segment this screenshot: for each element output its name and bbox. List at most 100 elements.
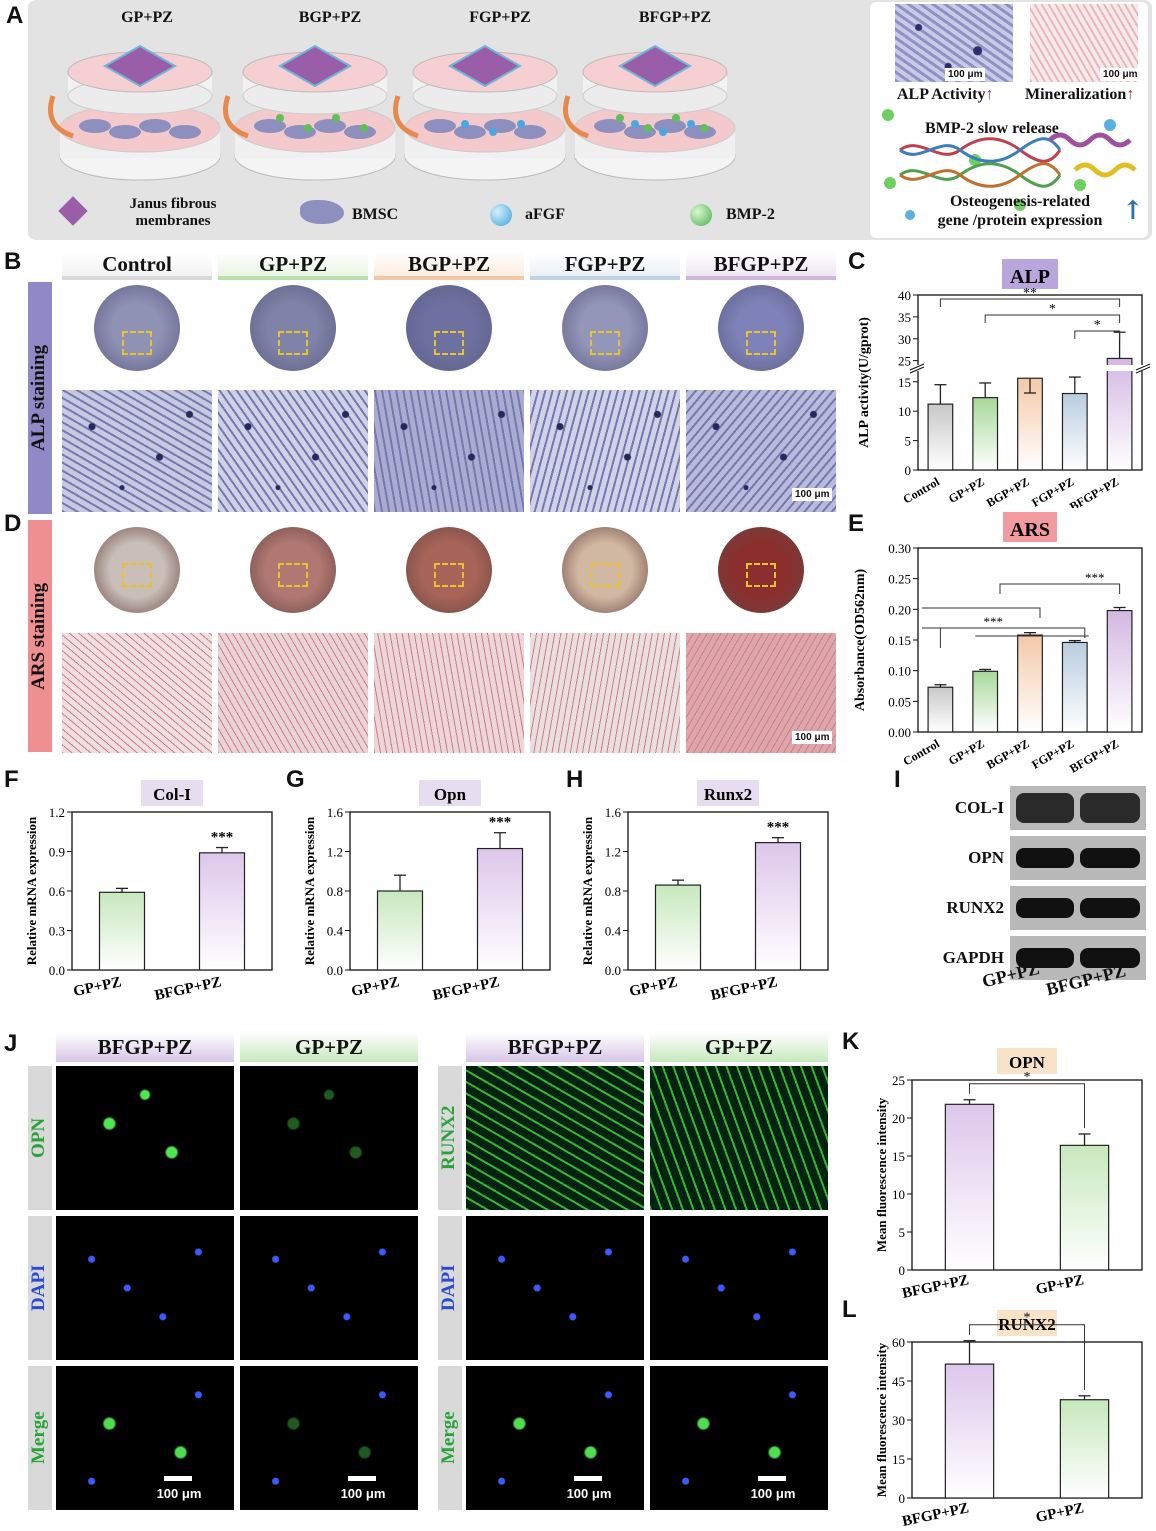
arrow-up-icon: ↑: [1126, 86, 1135, 103]
arrow-icon: [223, 95, 249, 139]
if-row-bar: [28, 1366, 52, 1510]
ars-staining-label: ARS staining: [28, 582, 49, 690]
significance-mark: *: [1024, 1311, 1031, 1326]
scale-bar-line: [574, 1476, 602, 1481]
band: [1080, 793, 1140, 823]
x-tick-label: GP+PZ: [1035, 1272, 1086, 1298]
alp-micrograph: [62, 390, 212, 512]
panel-label-d: D: [4, 510, 22, 537]
bar-GP+PZ: [972, 670, 999, 733]
y-tick-label: 60: [892, 1335, 905, 1350]
bar-FGP+PZ: [1061, 392, 1088, 471]
if-header: BFGP+PZ: [56, 1032, 234, 1062]
y-tick-label: 0.10: [888, 664, 911, 679]
x-tick-label: GP+PZ: [1035, 1500, 1086, 1526]
band-label-opn: OPN: [968, 848, 1004, 867]
bar-BFGP+PZ: [944, 1363, 995, 1499]
osteo-expression-label: Osteogenesis-related gene /protein expres…: [937, 193, 1103, 229]
bmsc-cell: [514, 125, 546, 139]
band: [1016, 898, 1074, 918]
ars-well: [718, 527, 804, 613]
x-tick-label: BFGP+PZ: [901, 1500, 971, 1528]
blot-strip: [1010, 936, 1146, 980]
transwell-4: [563, 44, 736, 181]
bar-GP+PZ: [1059, 1399, 1110, 1499]
bmsc-cell: [684, 125, 716, 139]
if-image-merge: [466, 1366, 644, 1510]
significance-bracket: [984, 314, 1121, 323]
scheme-group-4: BFGP+PZ: [638, 9, 712, 26]
stain-header-4: FGP+PZ: [530, 252, 680, 280]
x-tick-label: BFGP+PZ: [709, 974, 779, 1004]
scale-bar-line: [164, 1476, 192, 1481]
alp-well: [94, 285, 180, 371]
x-tick-label: BGP+PZ: [984, 736, 1032, 772]
alp-well: [250, 285, 336, 371]
if-image-dapi: [56, 1216, 234, 1360]
ars-micrograph: [62, 633, 212, 753]
panel-label-e: E: [848, 510, 865, 537]
ars-well: [562, 527, 648, 613]
janus-membrane: [102, 44, 178, 88]
y-tick-label: 0: [899, 1263, 906, 1278]
janus-membrane: [617, 44, 693, 88]
mineralization-label: Mineralization↑: [1025, 86, 1135, 103]
bmsc-cell: [169, 125, 201, 139]
band: [1080, 948, 1140, 968]
ars-scale-bar: 100 μm: [792, 731, 833, 744]
y-tick-label: 1.6: [327, 805, 344, 820]
mineral-thumbnail: [1030, 4, 1138, 82]
chart-title: OPN: [997, 1048, 1057, 1074]
significance-mark: ***: [767, 820, 790, 836]
if-row-bar: [438, 1366, 462, 1510]
y-tick-label: 0.6: [49, 884, 66, 899]
arrow-up-icon: ↑: [985, 86, 994, 103]
if-row-label: DAPI: [438, 1264, 459, 1312]
bar-BFGP+PZ: [754, 842, 802, 971]
band: [1016, 848, 1074, 868]
bmsc-cell: [344, 125, 376, 139]
zoom-box: [122, 331, 152, 355]
axes: 0.0 0.3 0.6 0.9 1.2 Relative mRNA expression: [24, 805, 273, 978]
arrow-icon: [563, 95, 589, 139]
axes: 0 5 10 15 25 30 35 40 ALP activity(U/gprot): [857, 288, 1143, 478]
axis-break: [912, 365, 1148, 371]
band: [1016, 793, 1074, 823]
significance-bracket: [939, 298, 1121, 307]
chart-title-text: ARS: [1010, 519, 1050, 541]
alp-thumb-scale: 100 μm: [945, 68, 986, 81]
y-tick-label: 0.0: [49, 963, 65, 978]
bmsc-cell: [109, 125, 141, 139]
if-row-bar: [438, 1066, 462, 1210]
x-tick-label: BFGP+PZ: [431, 974, 501, 1004]
mineral-thumb-scale: 100 μm: [1100, 68, 1141, 81]
significance-bracket: [969, 1324, 1085, 1390]
legend-bmsc-label: BMSC: [352, 206, 399, 223]
bar-Control: [927, 403, 954, 471]
zoom-box: [746, 563, 776, 587]
if-header: BFGP+PZ: [466, 1032, 644, 1062]
alp-well: [562, 285, 648, 371]
y-tick-label: 5: [905, 434, 912, 449]
panel-label-h: H: [566, 766, 584, 793]
arrow-icon: [393, 95, 419, 139]
band-label-runx2: RUNX2: [946, 898, 1004, 917]
chart-title: Col-I: [141, 780, 203, 806]
legend-bmp2-label: BMP-2: [726, 206, 775, 223]
alp-activity-chart: 0 5 10 15 25 30 35 40 ALP activity(U/gprot) ALP Co…: [857, 259, 1151, 508]
chart-title: Opn: [419, 780, 481, 806]
y-axis-label: ALP activity(U/gprot): [857, 317, 872, 448]
bmsc-cell: [594, 119, 626, 133]
dna-protein-illustration: [882, 109, 1137, 220]
significance-mark: ***: [489, 815, 512, 831]
blot-strip: [1010, 836, 1146, 880]
zoom-box: [590, 563, 620, 587]
legend-afgf-label: aFGF: [525, 206, 565, 223]
bmsc-cell: [139, 119, 171, 133]
bmsc-cell: [79, 119, 111, 133]
scheme-group-3: FGP+PZ: [469, 9, 531, 26]
y-tick-label: 0.0: [605, 963, 621, 978]
bar-GP+PZ: [1059, 1144, 1110, 1271]
x-tick-label: BFGP+PZ: [1067, 474, 1121, 508]
